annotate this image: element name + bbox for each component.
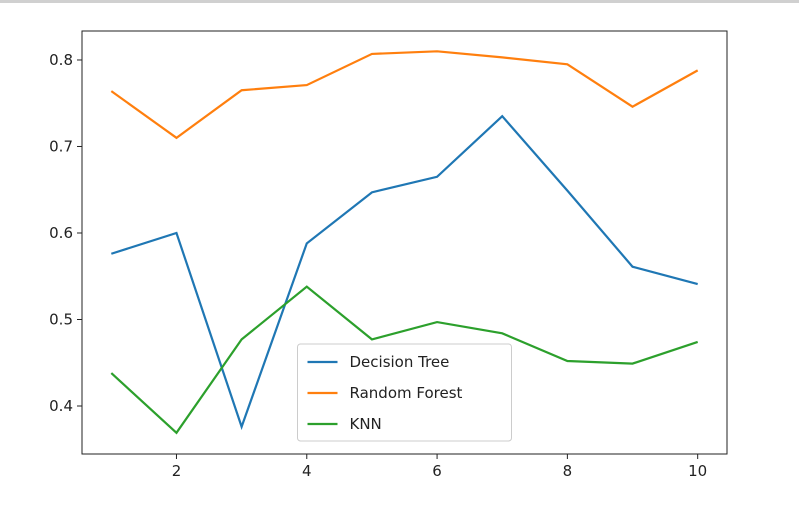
- y-tick-label: 0.6: [49, 224, 73, 242]
- x-tick-label: 6: [432, 462, 442, 480]
- series-line: [110, 285, 699, 435]
- plot-frame: [81, 30, 728, 455]
- top-border: [0, 0, 799, 3]
- y-tick-label: 0.8: [49, 51, 73, 69]
- x-tick-label: 2: [172, 462, 182, 480]
- legend-label: Random Forest: [350, 384, 463, 402]
- x-tick-label: 4: [302, 462, 312, 480]
- y-tick-label: 0.7: [49, 137, 73, 155]
- series-line: [110, 114, 698, 431]
- legend: Decision Tree Random Forest KNN: [297, 343, 512, 442]
- series-line: [110, 50, 699, 140]
- legend-label: Decision Tree: [350, 353, 450, 371]
- y-tick-label: 0.5: [49, 310, 73, 328]
- legend-label: KNN: [350, 415, 382, 433]
- legend-box: [297, 343, 512, 442]
- y-tick-label: 0.4: [49, 397, 73, 415]
- x-tick-label: 8: [563, 462, 573, 480]
- x-tick-label: 10: [688, 462, 707, 480]
